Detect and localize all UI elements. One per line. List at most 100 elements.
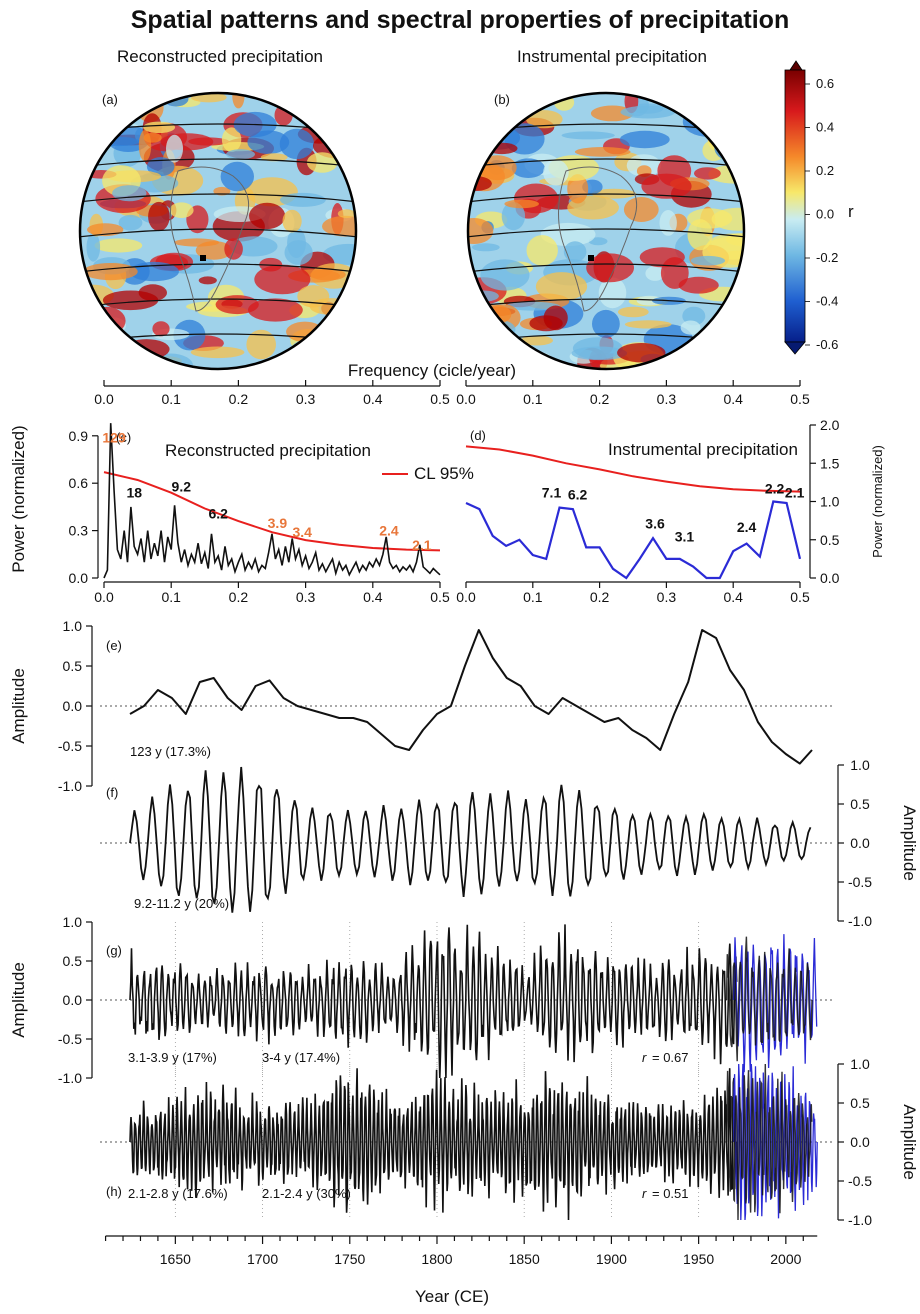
y-tick-label: 1.0 bbox=[850, 757, 870, 773]
globe-blob bbox=[102, 290, 159, 311]
y-tick-label-c: 0.9 bbox=[69, 428, 89, 444]
globe-blob bbox=[620, 105, 676, 119]
panel-tag-g: (g) bbox=[106, 943, 122, 958]
y-tick-label: 0.5 bbox=[63, 953, 83, 969]
globe-blob bbox=[246, 329, 276, 360]
latitude-line bbox=[80, 228, 356, 238]
variance-note-black-h: 2.1-2.8 y (17.6%) bbox=[128, 1186, 228, 1201]
globe-blob bbox=[639, 247, 685, 268]
y-tick-label: -1.0 bbox=[848, 913, 872, 929]
globe-blob bbox=[526, 110, 563, 129]
globe-map-b bbox=[466, 91, 746, 371]
x-tick-label-c: 0.2 bbox=[229, 589, 249, 605]
peak-label-c: 129 bbox=[102, 429, 126, 445]
globe-blob bbox=[468, 109, 519, 121]
globe-blob bbox=[623, 197, 659, 222]
rc-overlap-line-h bbox=[725, 1063, 813, 1221]
globe-blob bbox=[138, 130, 152, 162]
top-tick-label-c: 0.0 bbox=[94, 391, 114, 407]
globe-blob bbox=[221, 127, 242, 152]
y-tick-label-c: 0.3 bbox=[69, 523, 89, 539]
figure-title: Spatial patterns and spectral properties… bbox=[131, 6, 789, 34]
peak-label-c: 2.4 bbox=[379, 523, 399, 539]
globe-blob bbox=[714, 134, 744, 161]
y-axis-label-f: Amplitude bbox=[900, 805, 919, 881]
globe-blob bbox=[504, 199, 539, 209]
latitude-line bbox=[80, 263, 356, 273]
colorbar-tick-label: 0.4 bbox=[816, 120, 834, 135]
y-tick-label: -1.0 bbox=[58, 778, 82, 794]
y-tick-label: 0.5 bbox=[850, 796, 870, 812]
r-value-g: = 0.67 bbox=[652, 1050, 689, 1065]
latitude-line bbox=[468, 263, 744, 273]
globe-blob bbox=[152, 321, 170, 337]
latitude-line bbox=[468, 228, 744, 238]
spectrum-line-c bbox=[103, 423, 441, 579]
top-tick-label-d: 0.4 bbox=[723, 391, 743, 407]
globe-blob bbox=[720, 308, 744, 317]
panel-tag-e: (e) bbox=[106, 638, 122, 653]
globe-blob bbox=[617, 343, 666, 363]
rc1-line-e bbox=[129, 629, 813, 765]
r-value-h: = 0.51 bbox=[652, 1186, 689, 1201]
y-axis-label-e: Amplitude bbox=[9, 668, 28, 744]
globe-blob bbox=[325, 325, 356, 353]
globe-blob bbox=[721, 132, 744, 159]
globe-blob bbox=[571, 346, 628, 361]
y-tick-label: -0.5 bbox=[58, 1031, 82, 1047]
y-axis-label-c: Power (normalized) bbox=[9, 425, 28, 572]
y-tick-label: 1.0 bbox=[63, 914, 83, 930]
x-tick-label-year: 1800 bbox=[421, 1251, 452, 1267]
variance-note-black-g: 3.1-3.9 y (17%) bbox=[128, 1050, 217, 1065]
variance-note-f: 9.2-11.2 y (20%) bbox=[134, 896, 229, 911]
panel-tag-f: (f) bbox=[106, 785, 118, 800]
globe-blob bbox=[86, 232, 101, 262]
x-tick-label-d: 0.5 bbox=[790, 589, 810, 605]
y-tick-label: 0.5 bbox=[850, 1095, 870, 1111]
y-tick-label: 0.0 bbox=[63, 698, 83, 714]
rc-overlap-line-g bbox=[725, 936, 813, 1062]
site-marker bbox=[200, 255, 206, 261]
globe-blob bbox=[106, 111, 119, 130]
colorbar: 0.6 0.4 0.2 0.0 -0.2 -0.4 -0.6 r bbox=[784, 60, 854, 355]
globe-blob bbox=[567, 174, 589, 204]
globe-blob bbox=[471, 243, 500, 252]
globe-blob bbox=[122, 351, 154, 369]
colorbar-tick-label: -0.6 bbox=[816, 337, 838, 352]
panel-c: 0.0 0.1 0.2 0.3 0.4 0.5 0.0 0.1 0.2 0.3 0.4 0.5 0.0 0… bbox=[9, 380, 474, 605]
globe-blob bbox=[304, 93, 356, 112]
colorbar-tick-label: -0.4 bbox=[816, 294, 838, 309]
panel-g: -1.0 -0.5 0.0 0.5 1.0 Amplitude (g) 3.1-3.9 y (… bbox=[9, 914, 832, 1086]
y-tick-label-c: 0.6 bbox=[69, 475, 89, 491]
globe-blob bbox=[543, 159, 569, 186]
x-tick-label-year: 1950 bbox=[683, 1251, 714, 1267]
peak-label-d: 2.1 bbox=[785, 484, 805, 500]
peak-label-d: 2.2 bbox=[765, 481, 785, 497]
x-tick-label-year: 1650 bbox=[160, 1251, 191, 1267]
globe-blob bbox=[188, 137, 230, 146]
globe-blob bbox=[322, 215, 356, 237]
globe-map-a bbox=[78, 91, 358, 371]
globe-blob bbox=[166, 134, 183, 163]
globe-blob bbox=[337, 209, 356, 219]
r-label-h: r bbox=[642, 1186, 647, 1201]
y-tick-label-d: 2.0 bbox=[820, 417, 840, 433]
globe-blob bbox=[215, 295, 259, 315]
site-marker bbox=[588, 255, 594, 261]
top-tick-label-d: 0.1 bbox=[523, 391, 543, 407]
globe-blob bbox=[274, 104, 293, 126]
globe-blob bbox=[624, 320, 672, 329]
y-tick-label: -1.0 bbox=[848, 1212, 872, 1228]
top-tick-label-c: 0.4 bbox=[363, 391, 383, 407]
x-tick-label-c: 0.0 bbox=[94, 589, 114, 605]
x-tick-label-year: 1700 bbox=[247, 1251, 278, 1267]
globe-blob bbox=[709, 342, 744, 365]
globe-blob bbox=[721, 302, 740, 324]
panel-tag-h: (h) bbox=[106, 1184, 122, 1199]
globe-blob bbox=[173, 319, 206, 351]
top-tick-label-c: 0.1 bbox=[161, 391, 181, 407]
globe-blob bbox=[118, 214, 143, 231]
peak-label-c: 18 bbox=[126, 485, 142, 501]
globe-blob bbox=[598, 277, 627, 309]
globe-blob bbox=[328, 129, 342, 143]
